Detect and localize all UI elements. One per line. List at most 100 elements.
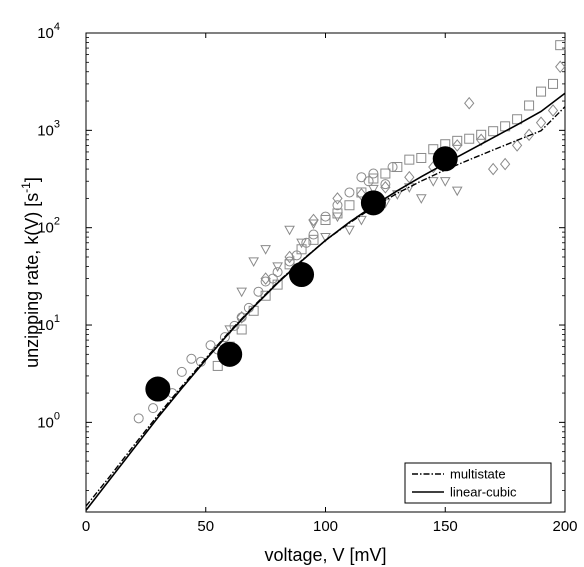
legend-linear-cubic-label: linear-cubic — [450, 485, 517, 500]
data-point-square — [380, 168, 391, 179]
data-point-diamond — [547, 104, 559, 117]
data-point-triangle — [272, 262, 283, 272]
data-point-triangle — [284, 225, 295, 236]
data-point-circle — [344, 187, 355, 198]
x-tick-label: 150 — [433, 518, 458, 535]
data-point-mean — [145, 376, 171, 402]
data-point-triangle — [296, 238, 307, 249]
y-tick-label-base: 10 — [37, 25, 54, 42]
data-point-circle — [332, 200, 343, 211]
data-point-diamond — [499, 157, 511, 171]
data-point-circle — [205, 340, 216, 351]
data-point-square — [344, 200, 355, 211]
x-tick-label: 50 — [197, 518, 214, 535]
fit-line-linear-cubic — [85, 92, 566, 511]
data-point-triangle — [427, 177, 439, 187]
data-point-diamond — [284, 250, 295, 264]
x-axis-label: voltage, V [mV] — [264, 545, 386, 565]
data-point-square — [308, 234, 319, 245]
data-point-circle — [272, 267, 283, 278]
legend: multistate linear-cubic — [404, 462, 552, 504]
data-point-diamond — [260, 272, 271, 285]
legend-box — [404, 462, 552, 504]
y-tick-label-exponent: 2 — [54, 216, 60, 228]
y-tick-label: 103 — [37, 118, 60, 139]
y-tick-label: 104 — [37, 21, 60, 42]
y-tick-label-exponent: 3 — [54, 118, 60, 130]
data-point-diamond — [523, 128, 535, 142]
y-tick-label: 100 — [37, 410, 60, 431]
data-point-square — [548, 78, 559, 89]
plot-area-frame — [85, 32, 566, 513]
y-tick-label-exponent: 4 — [54, 21, 60, 33]
y-tick-label-base: 10 — [37, 317, 54, 334]
data-point-square — [212, 360, 223, 371]
data-point-square — [236, 324, 247, 335]
data-point-square — [296, 244, 307, 255]
data-point-triangle — [439, 177, 451, 187]
data-point-diamond — [464, 96, 475, 110]
data-point-square — [404, 154, 415, 165]
data-point-square — [464, 133, 475, 144]
data-point-triangle — [344, 225, 355, 236]
data-point-square — [452, 135, 463, 146]
x-tick-label: 200 — [552, 518, 577, 535]
y-axis-label-unit-exponent: -1 — [19, 182, 33, 193]
y-tick-label-exponent: 1 — [54, 313, 60, 325]
data-point-square — [320, 214, 331, 225]
data-point-triangle — [320, 233, 331, 243]
data-point-diamond — [308, 213, 319, 227]
data-point-square — [284, 259, 295, 270]
y-tick-label: 101 — [37, 313, 60, 334]
data-point-diamond — [488, 162, 499, 176]
data-point-triangle — [260, 245, 271, 255]
data-point-square — [392, 162, 403, 173]
data-point-circle — [148, 403, 159, 414]
y-tick-label-base: 10 — [37, 220, 54, 237]
data-point-mean — [432, 146, 458, 172]
data-point-triangle — [451, 186, 463, 197]
data-point-diamond — [535, 116, 547, 129]
data-point-diamond — [511, 139, 523, 152]
data-point-diamond — [332, 192, 343, 205]
data-point-square — [356, 187, 367, 198]
data-point-mean — [217, 341, 243, 367]
data-point-diamond — [555, 60, 566, 74]
data-point-triangle — [236, 287, 248, 298]
data-point-triangle — [415, 194, 427, 204]
data-point-triangle — [356, 215, 367, 226]
x-axis-ticks: 0 50 100 150 200 — [82, 33, 578, 535]
data-point-circle — [133, 413, 144, 424]
data-point-square — [260, 290, 271, 301]
data-point-diamond — [380, 180, 391, 194]
data-point-square — [272, 279, 283, 290]
legend-multistate-label: multistate — [450, 467, 506, 482]
data-point-square — [416, 152, 427, 163]
data-point-circle — [176, 366, 187, 377]
y-tick-label-base: 10 — [37, 414, 54, 431]
x-tick-label: 0 — [82, 518, 90, 535]
data-point-circle — [308, 229, 319, 240]
data-point-square — [488, 126, 499, 137]
data-point-square — [512, 114, 523, 125]
data-point-square — [476, 129, 487, 140]
data-point-square — [524, 100, 535, 111]
data-point-square — [368, 173, 379, 184]
data-point-square — [555, 40, 566, 51]
data-point-triangle — [368, 184, 379, 195]
data-point-triangle — [248, 257, 259, 267]
data-point-triangle — [308, 219, 319, 230]
y-axis-label: unzipping rate, k(V) [s-1] — [19, 177, 42, 368]
y-tick-label: 102 — [37, 216, 60, 237]
data-point-circle — [380, 179, 391, 190]
data-point-mean — [289, 262, 315, 288]
data-point-diamond — [476, 133, 487, 147]
data-point-square — [536, 86, 547, 97]
y-tick-label-exponent: 0 — [54, 410, 60, 422]
data-point-mean — [360, 190, 386, 216]
data-point-diamond — [404, 170, 415, 184]
x-tick-label: 100 — [313, 518, 338, 535]
data-point-circle — [186, 353, 197, 364]
